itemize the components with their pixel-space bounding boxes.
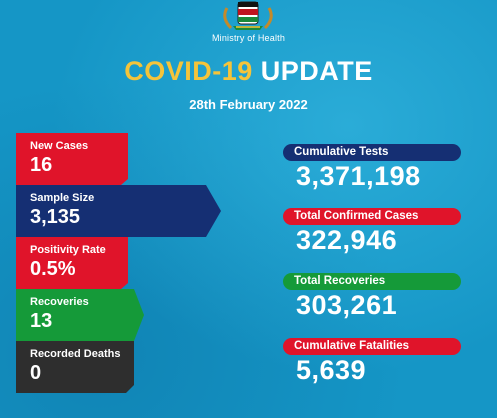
stat-recorded-deaths: Recorded Deaths 0 (16, 341, 224, 393)
update-date: 28th February 2022 (189, 97, 308, 112)
cumulative-tests-value: 3,371,198 (296, 161, 421, 191)
stat-label: Recoveries (30, 296, 89, 308)
stat-label: Positivity Rate (30, 244, 106, 256)
stat-label: New Cases (30, 140, 89, 152)
cumulative-fatalities-value: 5,639 (296, 355, 367, 385)
stat-new-cases: New Cases 16 (16, 133, 224, 185)
stat-label: Recorded Deaths (30, 348, 121, 360)
coat-of-arms-emblem-icon (223, 1, 273, 30)
stat-label: Sample Size (30, 192, 95, 204)
stat-value: 0.5% (30, 258, 76, 280)
stat-value: 0 (30, 362, 42, 384)
stat-recoveries: Recoveries 13 (16, 289, 224, 341)
stat-value: 13 (30, 310, 53, 332)
total-recoveries-label: Total Recoveries (283, 273, 461, 290)
cumulative-fatalities-label: Cumulative Fatalities (283, 338, 461, 355)
stat-box-bg (16, 185, 221, 237)
stat-value: 3,135 (30, 206, 81, 228)
stat-value: 16 (30, 154, 53, 176)
title-update: UPDATE (260, 56, 373, 86)
stat-box-bg (16, 289, 144, 341)
total-confirmed-label: Total Confirmed Cases (283, 208, 461, 225)
stat-box-bg (16, 341, 134, 393)
cumulative-tests-label: Cumulative Tests (283, 144, 461, 161)
total-recoveries-value: 303,261 (296, 290, 398, 320)
total-confirmed-value: 322,946 (296, 225, 398, 255)
ministry-label: Ministry of Health (211, 33, 286, 43)
stat-sample-size: Sample Size 3,135 (16, 185, 224, 237)
stat-box-bg (16, 237, 128, 289)
page-title: COVID-19 UPDATE (0, 56, 497, 87)
stat-box-bg (16, 133, 128, 185)
title-covid: COVID-19 (124, 56, 253, 86)
stat-positivity-rate: Positivity Rate 0.5% (16, 237, 224, 289)
